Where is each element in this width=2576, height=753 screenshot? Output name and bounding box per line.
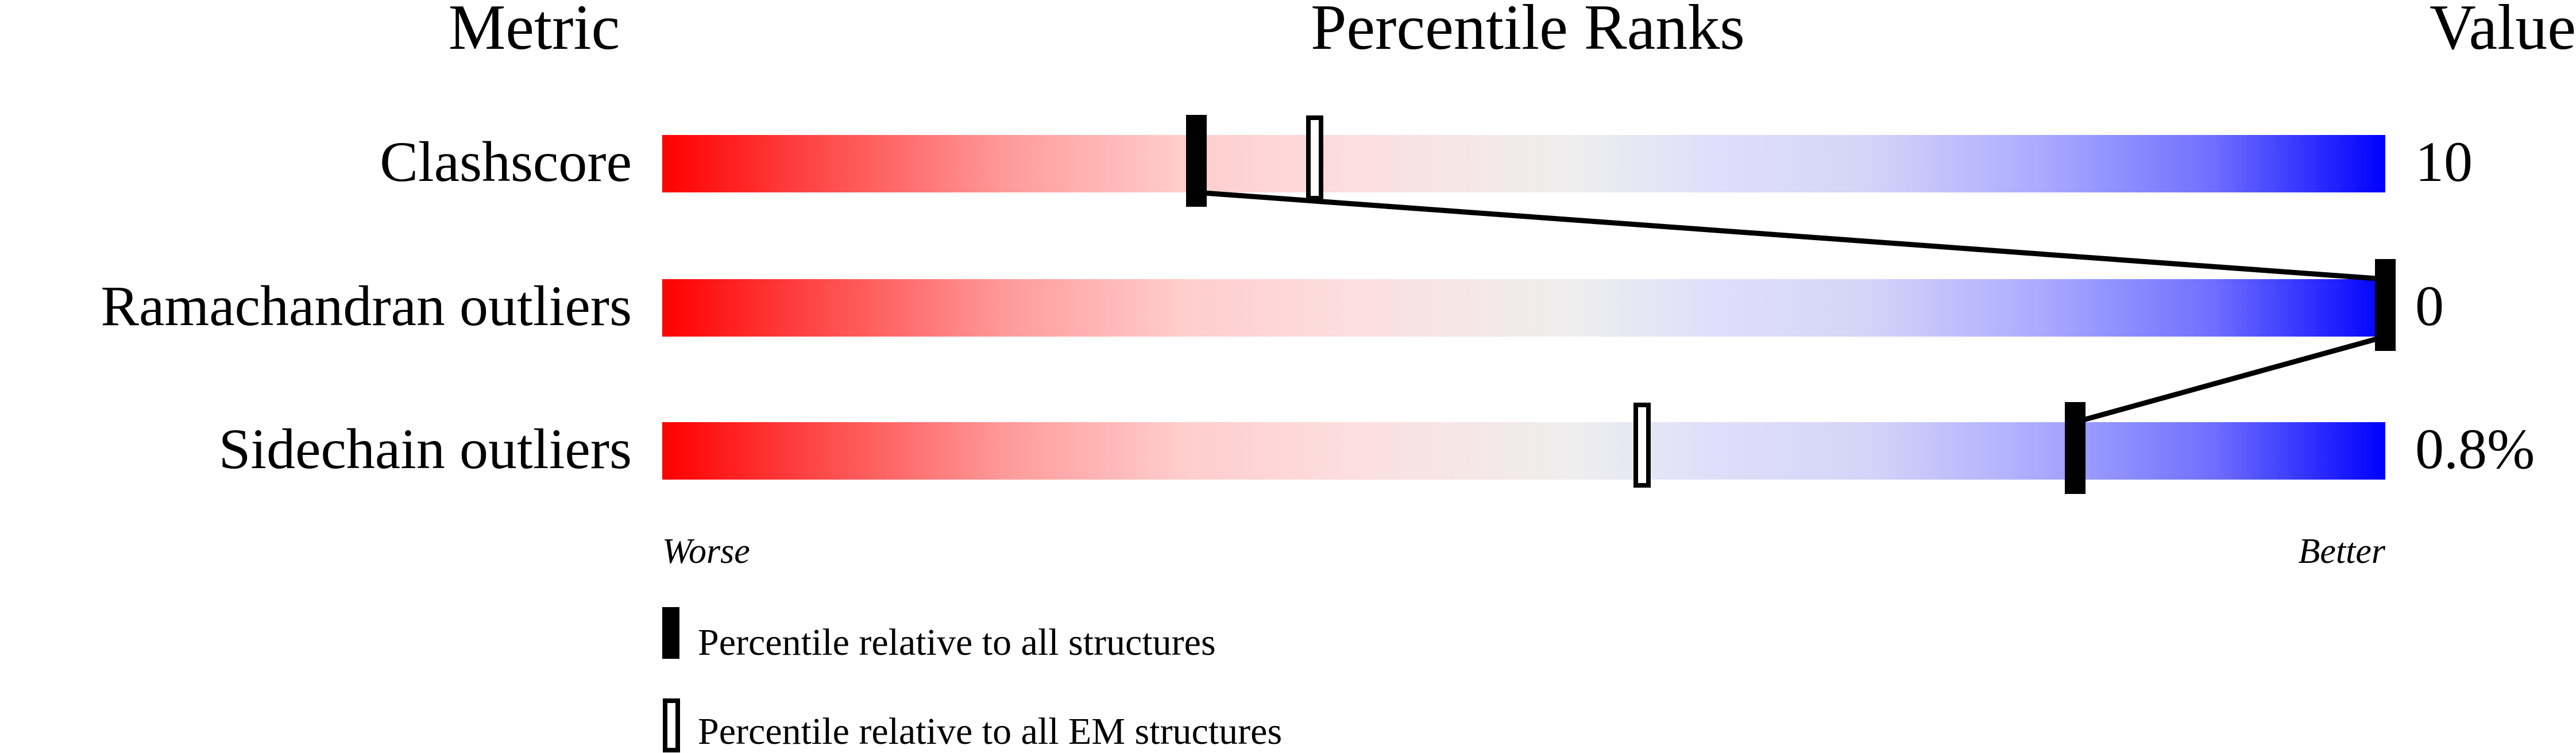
connector-line xyxy=(1196,190,2386,282)
legend-all-marker xyxy=(662,607,679,659)
metric-value: 0.8% xyxy=(2415,417,2535,481)
em-percentile-marker xyxy=(1633,403,1651,488)
header-metric: Metric xyxy=(449,0,620,63)
metric-label: Sidechain outliers xyxy=(219,417,632,481)
axis-better-label: Better xyxy=(2299,532,2386,571)
legend-em-label: Percentile relative to all EM structures xyxy=(698,710,1282,752)
metric-value: 0 xyxy=(2415,274,2444,338)
all-percentile-marker xyxy=(2375,259,2396,351)
percentile-bar xyxy=(662,135,2385,192)
legend-em-marker xyxy=(663,698,680,752)
metric-label: Ramachandran outliers xyxy=(101,274,632,338)
all-percentile-marker xyxy=(1186,115,1207,207)
axis-worse-label: Worse xyxy=(662,532,750,571)
legend-all-label: Percentile relative to all structures xyxy=(698,621,1216,663)
all-percentile-marker xyxy=(2065,402,2085,494)
metric-value: 10 xyxy=(2415,130,2473,194)
percentile-bar xyxy=(662,279,2385,337)
connector-line xyxy=(2074,334,2386,425)
em-percentile-marker xyxy=(1306,115,1323,200)
header-percentile-ranks: Percentile Ranks xyxy=(1311,0,1745,63)
percentile-bar xyxy=(662,422,2385,480)
header-value: Value xyxy=(2430,0,2576,63)
metric-label: Clashscore xyxy=(380,130,632,194)
